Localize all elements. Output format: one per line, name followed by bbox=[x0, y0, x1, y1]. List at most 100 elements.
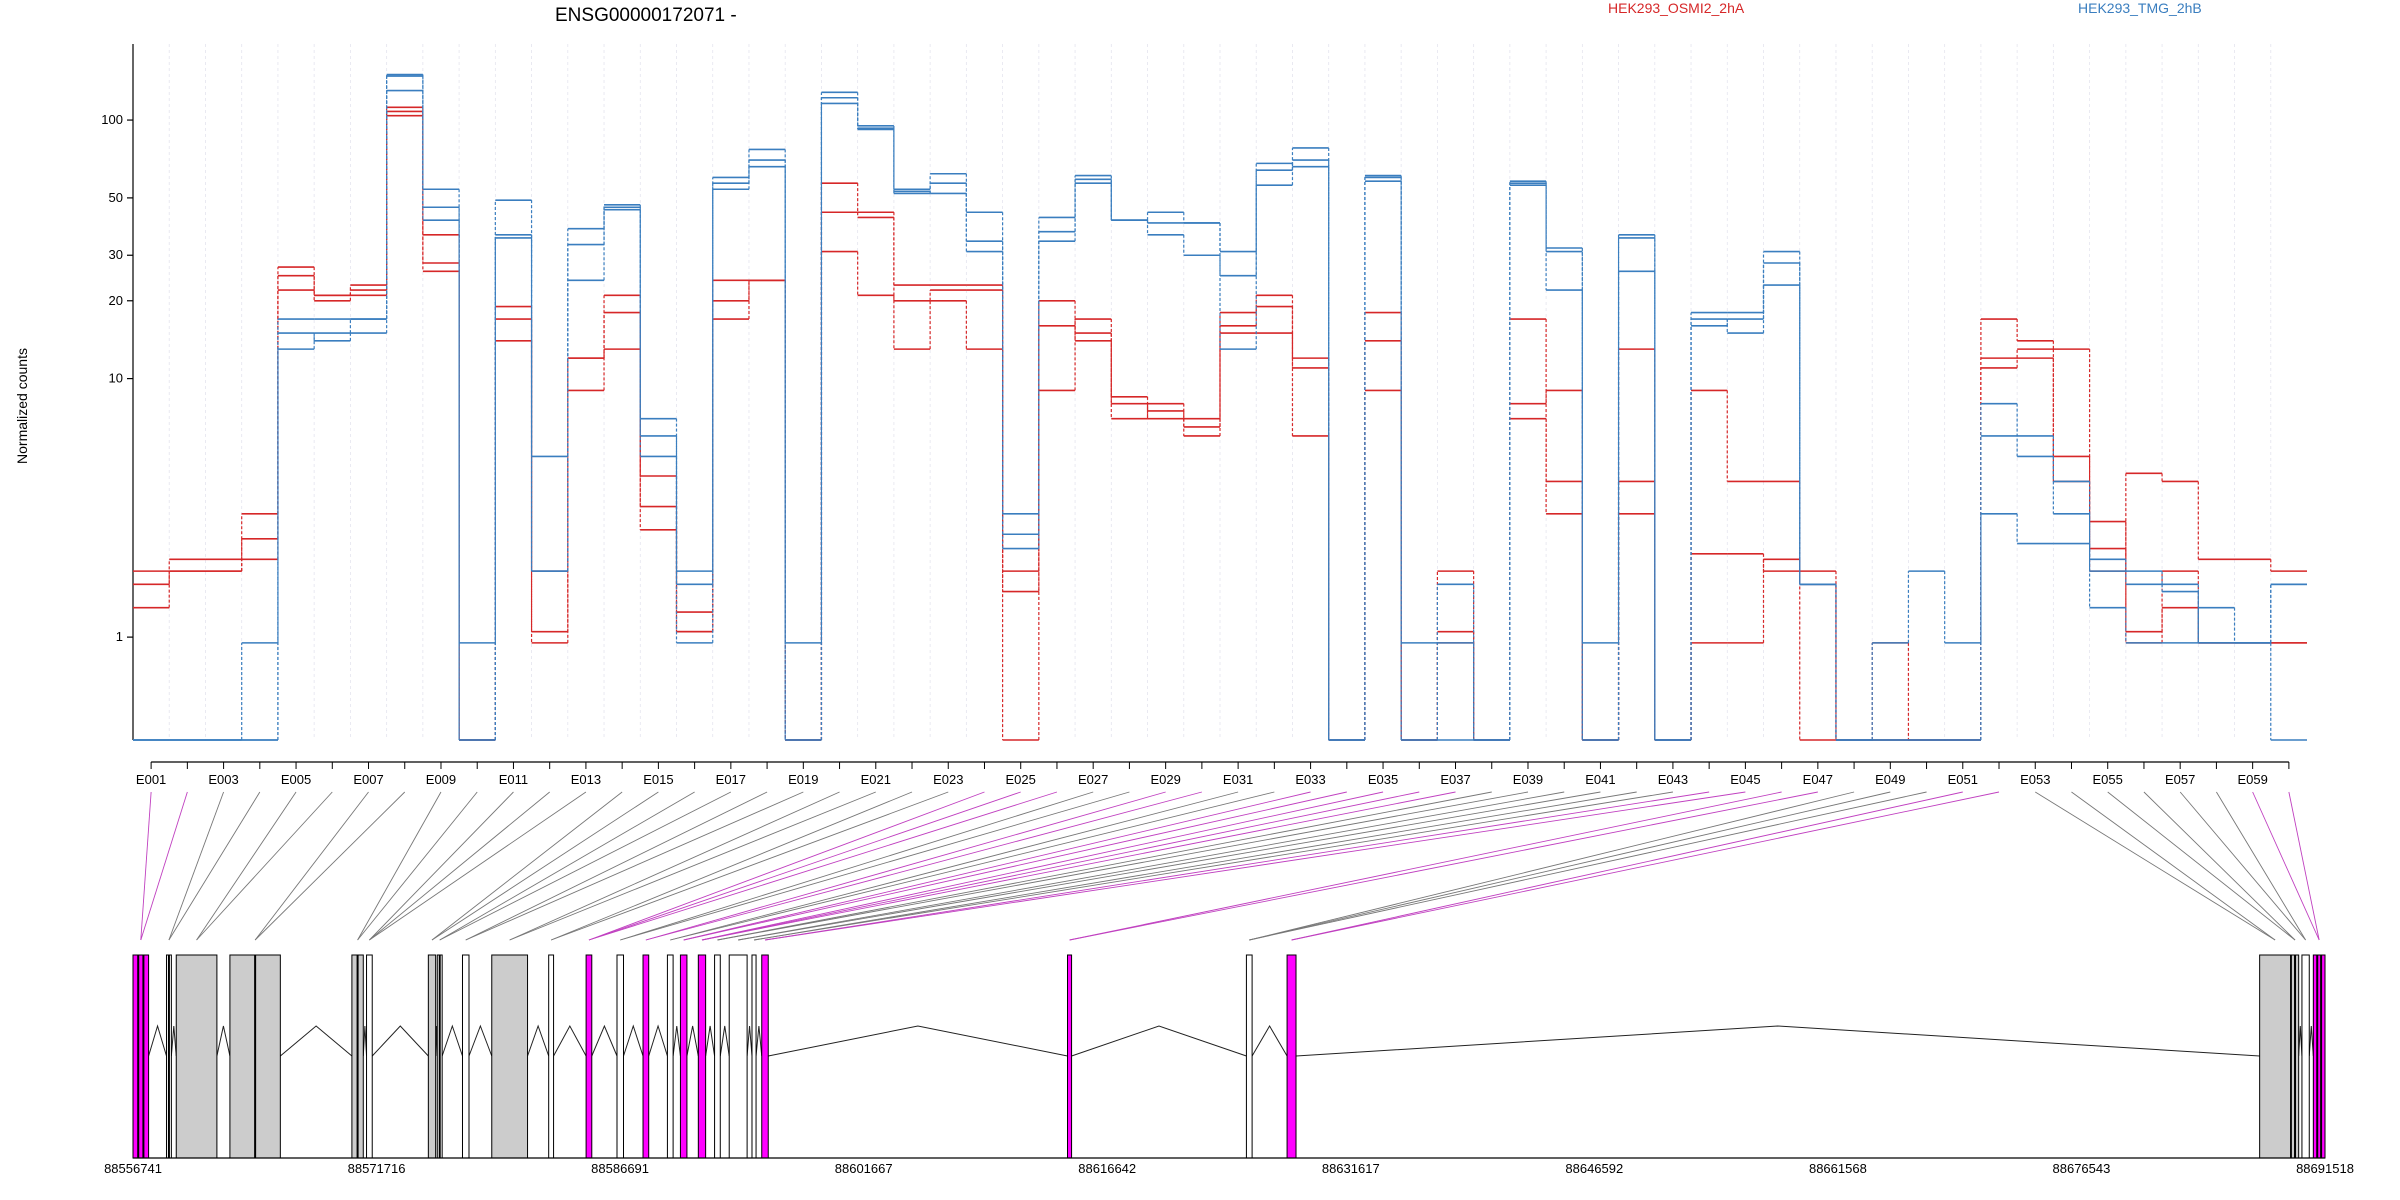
exon-connector bbox=[140, 791, 188, 941]
exon-box bbox=[728, 954, 748, 1159]
exon-connector bbox=[369, 791, 514, 941]
exon-box bbox=[461, 954, 470, 1159]
exon-connector bbox=[550, 791, 949, 941]
series-tmg-5 bbox=[133, 89, 2307, 741]
x-tick-label: E025 bbox=[1006, 772, 1036, 787]
exon-connector bbox=[620, 791, 1094, 941]
intron-line bbox=[148, 1024, 167, 1057]
x-tick-label: E043 bbox=[1658, 772, 1688, 787]
exon-box bbox=[1245, 954, 1253, 1159]
exon-connector bbox=[717, 791, 1492, 941]
exon-connector bbox=[1291, 791, 1963, 941]
exon-connector bbox=[254, 791, 369, 941]
exon-connector bbox=[369, 791, 550, 941]
x-tick-label: E037 bbox=[1440, 772, 1470, 787]
intron-line bbox=[441, 1024, 463, 1057]
x-tick-label: E039 bbox=[1513, 772, 1543, 787]
y-tick-label: 30 bbox=[109, 247, 123, 262]
exon-box bbox=[2259, 954, 2292, 1159]
intron-line bbox=[371, 1025, 429, 1057]
exon-connector bbox=[465, 791, 804, 941]
exon-connector bbox=[588, 791, 1021, 941]
exon-connector bbox=[588, 791, 1058, 941]
exon-connector bbox=[738, 791, 1601, 941]
exon-connector bbox=[140, 791, 152, 941]
x-tick-label: E035 bbox=[1368, 772, 1398, 787]
intron-line bbox=[553, 1024, 587, 1057]
y-tick-label: 1 bbox=[116, 629, 123, 644]
intron-line bbox=[623, 1024, 644, 1057]
exon-connector bbox=[196, 791, 297, 941]
x-tick-label: E055 bbox=[2093, 772, 2123, 787]
exon-box bbox=[427, 954, 437, 1159]
x-tick-label: E001 bbox=[136, 772, 166, 787]
x-tick-label: E029 bbox=[1150, 772, 1180, 787]
x-tick-label: E021 bbox=[861, 772, 891, 787]
y-axis-label: Normalized counts bbox=[14, 348, 30, 464]
intron-line bbox=[1071, 1025, 1247, 1057]
exon-box bbox=[1286, 954, 1297, 1159]
exon-connector bbox=[2252, 791, 2320, 941]
exon-connector bbox=[2035, 791, 2276, 941]
exon-connector bbox=[1069, 791, 1818, 941]
exon-connector bbox=[701, 791, 1384, 941]
exon-connector bbox=[1249, 791, 1891, 941]
exon-connector bbox=[1069, 791, 1782, 941]
exon-connector bbox=[645, 791, 1202, 941]
exon-connector bbox=[431, 791, 623, 941]
intron-line bbox=[591, 1024, 618, 1057]
exon-connector bbox=[683, 791, 1347, 941]
exon-box bbox=[585, 954, 593, 1159]
exon-connector bbox=[168, 791, 261, 941]
exon-box bbox=[2312, 954, 2326, 1159]
intron-line bbox=[755, 1025, 763, 1057]
intron-line bbox=[768, 1025, 1068, 1057]
x-tick-label: E019 bbox=[788, 772, 818, 787]
genomic-tick-label: 88571716 bbox=[348, 1161, 406, 1176]
x-tick-label: E027 bbox=[1078, 772, 1108, 787]
exon-connector-lines bbox=[140, 791, 2320, 941]
x-tick-label: E007 bbox=[353, 772, 383, 787]
exon-connector bbox=[645, 791, 1166, 941]
exon-box bbox=[679, 954, 688, 1159]
legend-label-tmg: HEK293_TMG_2hB bbox=[2078, 0, 2202, 16]
exon-connector bbox=[357, 791, 442, 941]
exon-connector bbox=[753, 791, 1673, 941]
intron-line bbox=[362, 1025, 368, 1057]
intron-line bbox=[1251, 1025, 1288, 1057]
genomic-tick-label: 88631617 bbox=[1322, 1161, 1380, 1176]
exon-connector bbox=[717, 791, 1529, 941]
exon-box bbox=[666, 954, 674, 1159]
x-tick-label: E053 bbox=[2020, 772, 2050, 787]
intron-line bbox=[1295, 1025, 2260, 1057]
x-tick-label: E057 bbox=[2165, 772, 2195, 787]
exon-connector bbox=[753, 791, 1637, 941]
exon-box bbox=[366, 954, 373, 1159]
exon-connector bbox=[1291, 791, 2000, 941]
intron-line bbox=[216, 1025, 231, 1057]
x-tick-label: E009 bbox=[426, 772, 456, 787]
exon-connector bbox=[2216, 791, 2306, 941]
exon-connector bbox=[168, 791, 225, 941]
exon-connector bbox=[439, 791, 732, 941]
exon-connector bbox=[357, 791, 478, 941]
x-tick-label: E017 bbox=[716, 772, 746, 787]
intron-line bbox=[468, 1024, 493, 1057]
exon-connector bbox=[588, 791, 985, 941]
exon-connector bbox=[2179, 791, 2306, 941]
x-tick-label: E011 bbox=[499, 772, 528, 787]
exon-connector bbox=[670, 791, 1275, 941]
intron-line bbox=[705, 1025, 716, 1057]
intron-line bbox=[2308, 1025, 2314, 1057]
exon-box bbox=[642, 954, 650, 1159]
exon-connector bbox=[620, 791, 1130, 941]
x-tick-label: E059 bbox=[2237, 772, 2267, 787]
y-tick-label: 100 bbox=[101, 112, 123, 127]
x-tick-label: E005 bbox=[281, 772, 311, 787]
exon-box bbox=[2301, 954, 2310, 1159]
exon-connector bbox=[439, 791, 695, 941]
exon-connector bbox=[1249, 791, 1927, 941]
exon-connector bbox=[764, 791, 1710, 941]
x-tick-label: E051 bbox=[1948, 772, 1978, 787]
